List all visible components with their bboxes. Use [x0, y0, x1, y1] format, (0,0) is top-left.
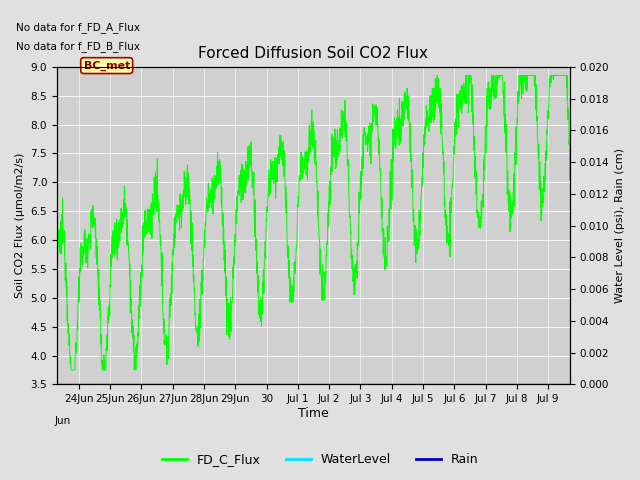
Y-axis label: Soil CO2 Flux (μmol/m2/s): Soil CO2 Flux (μmol/m2/s) [15, 153, 25, 298]
Legend: FD_C_Flux, WaterLevel, Rain: FD_C_Flux, WaterLevel, Rain [157, 448, 483, 471]
X-axis label: Time: Time [298, 407, 329, 420]
Text: No data for f_FD_A_Flux: No data for f_FD_A_Flux [16, 22, 140, 33]
Text: BC_met: BC_met [83, 60, 130, 71]
Text: Jun: Jun [55, 416, 71, 426]
Text: No data for f_FD_B_Flux: No data for f_FD_B_Flux [16, 41, 140, 52]
Y-axis label: Water Level (psi), Rain (cm): Water Level (psi), Rain (cm) [615, 148, 625, 303]
Title: Forced Diffusion Soil CO2 Flux: Forced Diffusion Soil CO2 Flux [198, 47, 429, 61]
